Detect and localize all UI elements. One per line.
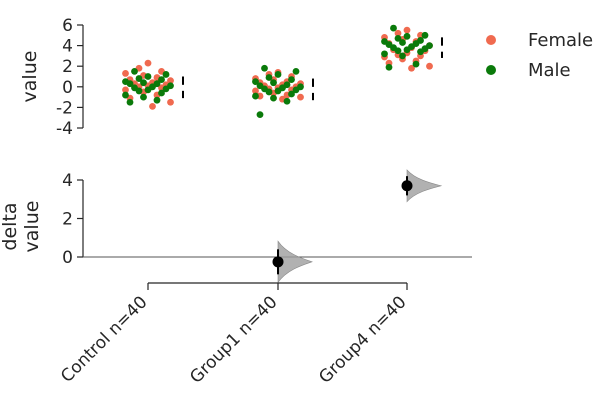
- data-point-male: [158, 89, 165, 97]
- data-point-male: [403, 46, 411, 54]
- data-point-female: [122, 86, 129, 94]
- data-point-male: [288, 76, 295, 83]
- data-point-male: [162, 85, 170, 93]
- x-tick-label: Group1 n=40: [186, 292, 281, 387]
- data-point-male: [292, 86, 300, 94]
- data-point-male: [288, 90, 295, 98]
- data-point-male: [399, 39, 406, 46]
- data-point-male: [390, 24, 397, 32]
- data-point-male: [122, 91, 129, 99]
- data-point-female: [149, 102, 156, 110]
- effect-size-point: [272, 256, 284, 268]
- data-point-male: [256, 111, 264, 119]
- data-point-male: [265, 74, 273, 81]
- raw-y-tick-label: 4: [62, 37, 73, 57]
- bootstrap-distribution: [277, 240, 313, 284]
- data-point-female: [403, 26, 411, 34]
- delta-y-tick-label: 4: [62, 171, 73, 191]
- data-point-female: [167, 77, 174, 85]
- data-point-male: [162, 71, 170, 78]
- raw-y-tick-label: -2: [56, 98, 73, 118]
- legend-marker-male: [486, 65, 496, 75]
- data-point-male: [274, 87, 282, 95]
- data-point-male: [385, 63, 393, 71]
- legend-label-male: Male: [528, 60, 571, 81]
- delta-y-axis-title: value: [21, 201, 43, 253]
- data-point-female: [122, 70, 129, 77]
- data-point-male: [421, 31, 429, 39]
- data-point-female: [144, 59, 152, 67]
- data-point-female: [408, 64, 415, 72]
- data-point-male: [261, 64, 268, 72]
- data-point-male: [292, 67, 300, 75]
- data-point-male: [140, 79, 147, 87]
- bootstrap-distribution: [406, 169, 443, 203]
- data-point-male: [270, 94, 277, 102]
- x-tick-label: Control n=40: [57, 292, 151, 386]
- data-point-male: [394, 47, 402, 55]
- raw-y-axis-title: value: [19, 51, 41, 103]
- legend-marker-female: [486, 35, 496, 45]
- data-point-male: [252, 92, 259, 100]
- data-point-male: [381, 50, 388, 58]
- delta-y-tick-label: 2: [62, 210, 73, 230]
- raw-y-tick-label: -4: [56, 119, 73, 139]
- raw-y-tick-label: 6: [62, 16, 73, 36]
- data-point-male: [144, 73, 152, 80]
- x-tick-label: Group4 n=40: [315, 292, 410, 387]
- data-point-male: [252, 78, 259, 86]
- data-point-male: [140, 93, 147, 101]
- data-point-male: [270, 79, 277, 87]
- data-point-female: [394, 29, 402, 37]
- data-point-male: [265, 88, 273, 96]
- x-axis: Control n=40 Group1 n=40 Group4 n=40: [57, 282, 411, 388]
- data-point-male: [126, 98, 134, 106]
- data-point-female: [297, 93, 304, 101]
- delta-y-tick-label: 0: [62, 248, 73, 268]
- data-point-male: [131, 67, 138, 75]
- data-point-male: [403, 32, 411, 40]
- data-point-male: [274, 71, 282, 78]
- data-point-male: [417, 48, 424, 56]
- data-point-female: [252, 87, 259, 95]
- data-point-male: [126, 80, 134, 88]
- data-point-male: [158, 76, 165, 83]
- data-point-female: [167, 98, 174, 106]
- legend: Female Male: [486, 30, 593, 81]
- data-point-female: [426, 62, 433, 70]
- delta-panel: 0 2 4 delta value: [0, 169, 472, 284]
- data-point-male: [144, 86, 152, 94]
- delta-y-axis-title: delta: [0, 202, 21, 250]
- data-point-male: [135, 87, 143, 95]
- data-point-male: [153, 96, 161, 104]
- legend-label-female: Female: [528, 30, 593, 51]
- data-point-male: [394, 34, 402, 42]
- data-point-male: [412, 60, 420, 68]
- data-point-male: [135, 75, 143, 82]
- data-point-male: [283, 97, 291, 105]
- data-point-male: [399, 52, 406, 60]
- raw-y-tick-label: 2: [62, 57, 73, 77]
- effect-size-point: [401, 180, 413, 192]
- raw-y-tick-label: 0: [62, 78, 73, 98]
